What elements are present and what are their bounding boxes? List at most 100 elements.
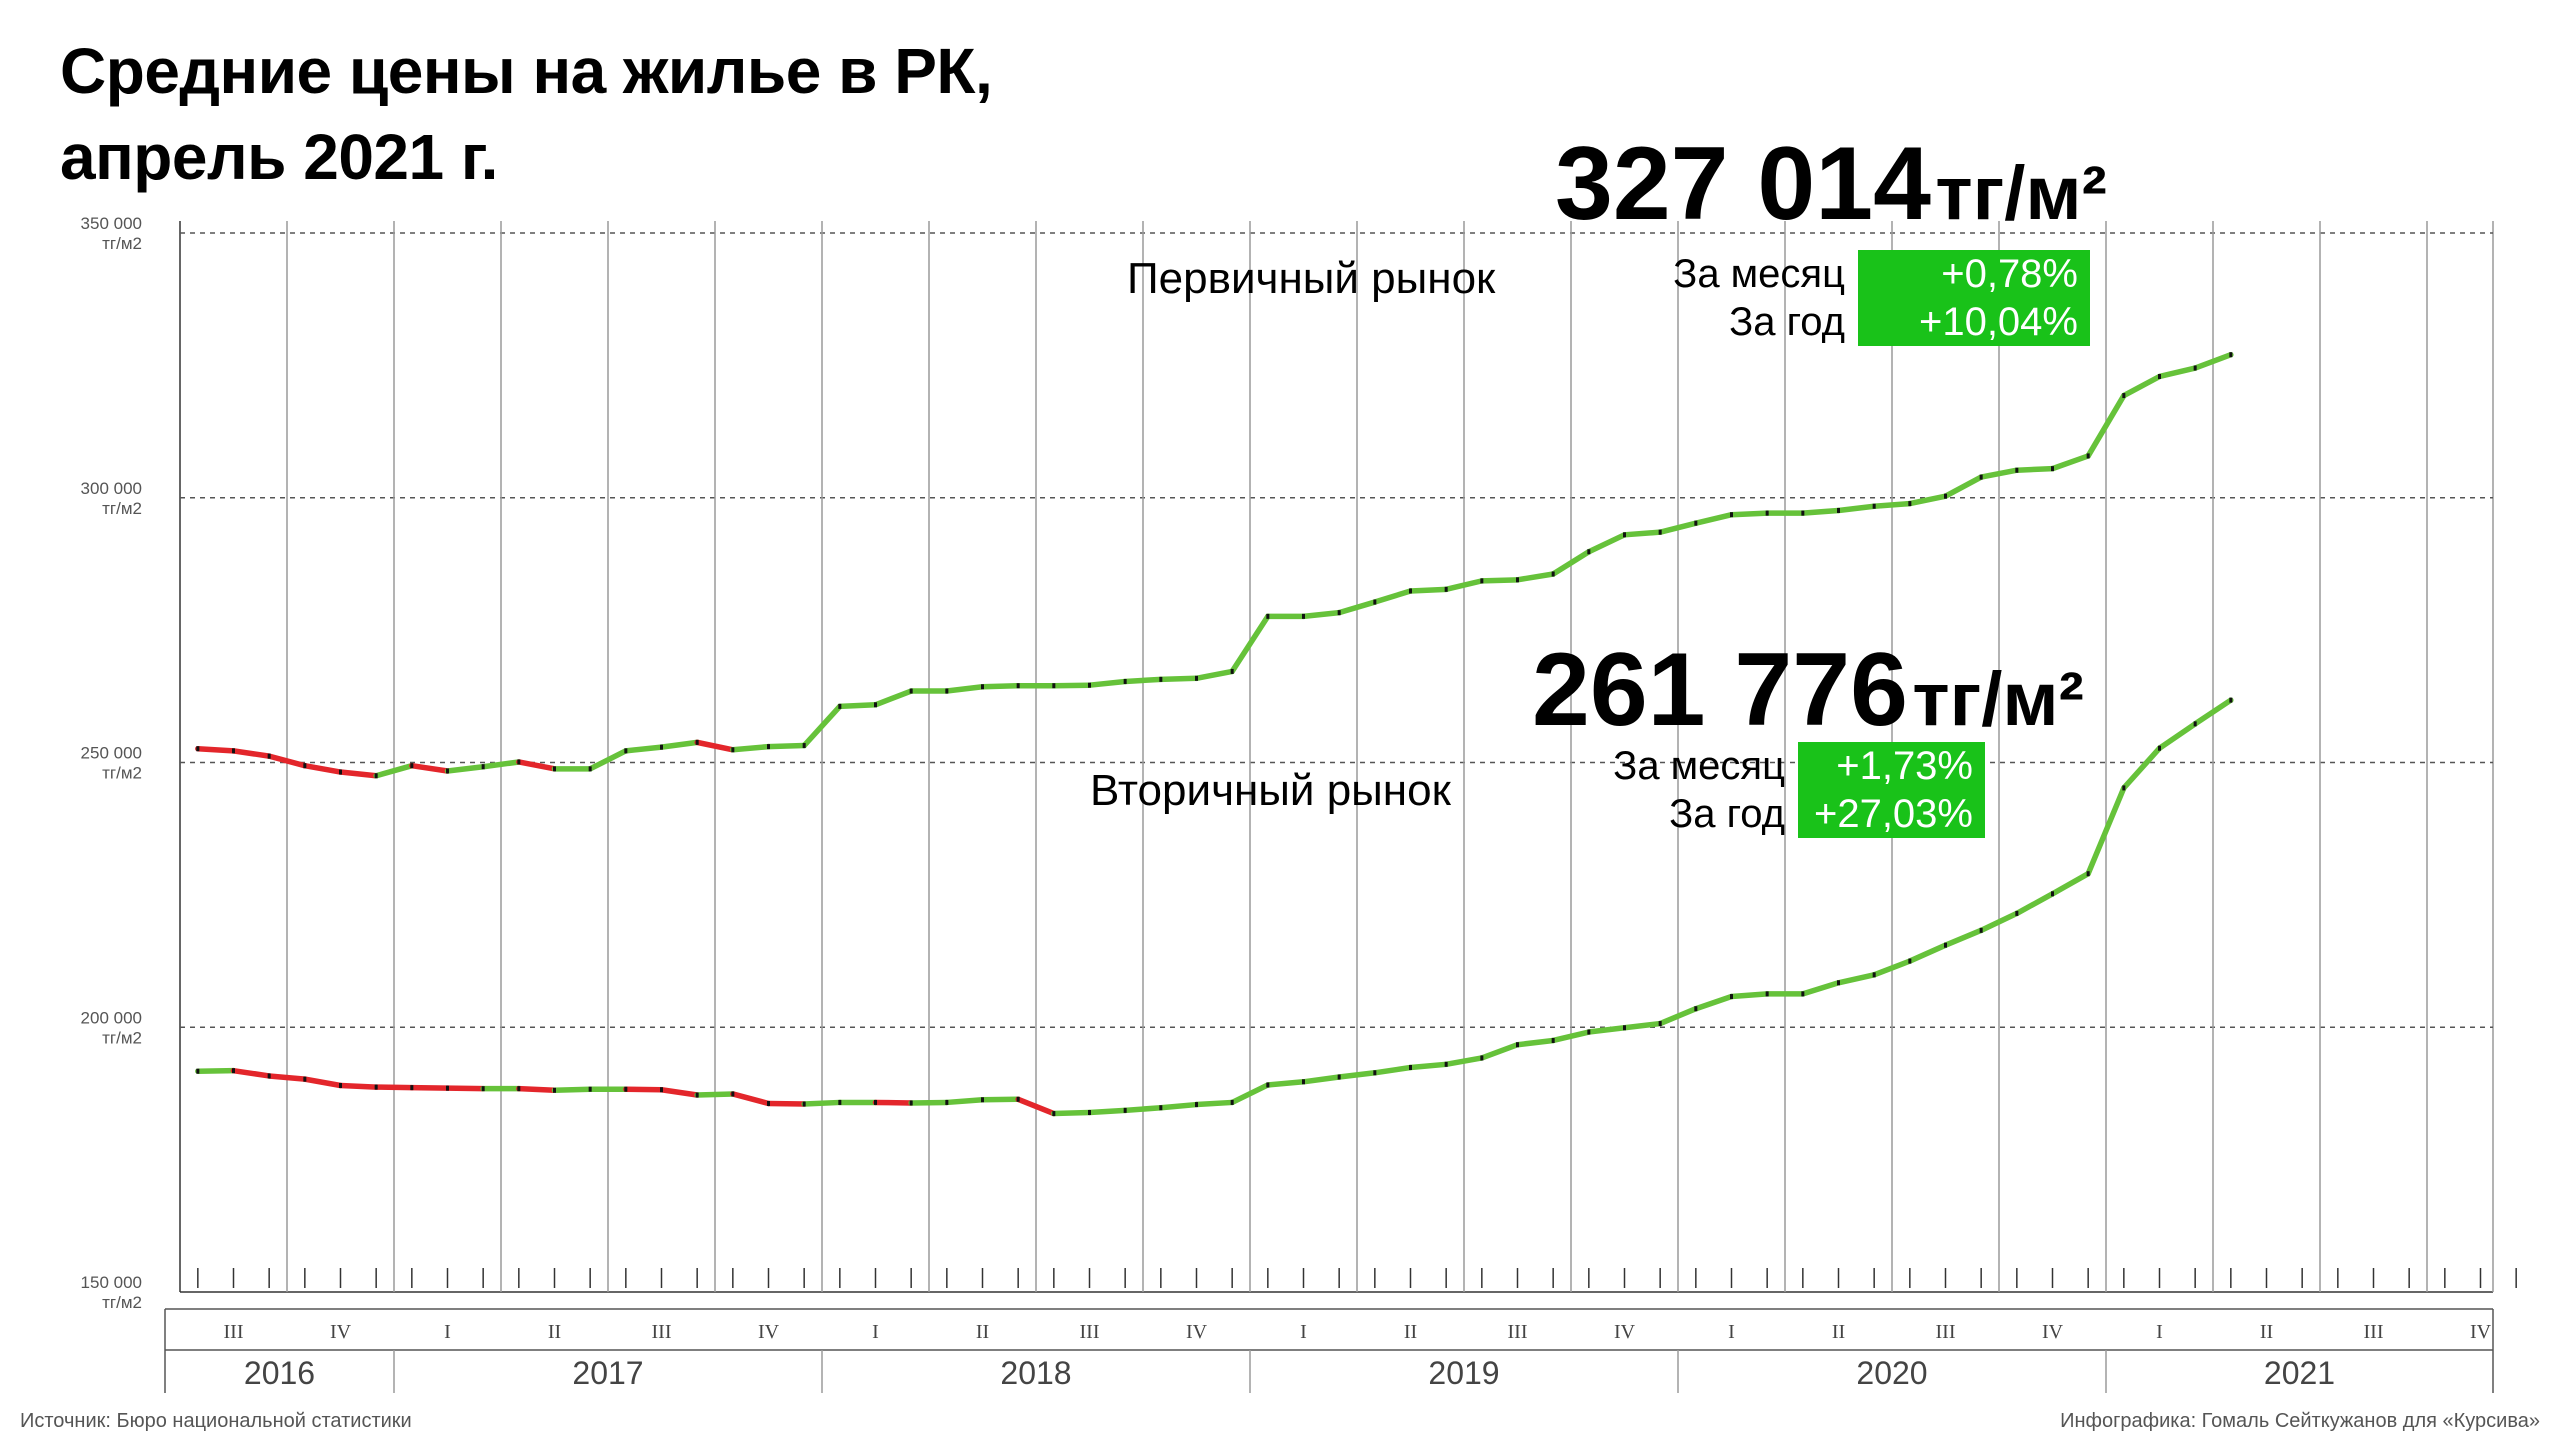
series-1-segment (1193, 668, 1235, 682)
series-1-point (1409, 588, 1412, 594)
year-label: 2018 (1000, 1355, 1071, 1391)
series-1-point (1266, 613, 1270, 619)
series-2-segment (1015, 1096, 1057, 1117)
series-1-segment (1443, 578, 1485, 593)
title-line-1: Средние цены на жилье в РК, (60, 35, 993, 107)
series-1-segment (1336, 599, 1378, 616)
series-1-segment (1122, 676, 1164, 685)
secondary-value: 261 776 тг/м² (1532, 638, 2084, 742)
series-2-segment (409, 1084, 451, 1091)
series-1-point (1123, 678, 1127, 684)
series-1-point (1444, 586, 1448, 592)
series-2-segment (2156, 721, 2198, 751)
y-tick-label: 150 000 (81, 1273, 142, 1292)
series-1-point (1159, 676, 1163, 682)
secondary-month-label: За месяц (1613, 743, 1785, 788)
quarter-label: II (976, 1321, 989, 1343)
series-1-point (1944, 493, 1947, 499)
series-2-segment (1086, 1107, 1128, 1116)
series-2-point (767, 1100, 770, 1106)
year-label: 2020 (1856, 1355, 1927, 1391)
title-line-2: апрель 2021 г. (60, 121, 498, 193)
series-1-segment (1835, 503, 1877, 514)
series-1-point (1516, 577, 1519, 583)
secondary-market-label: Вторичный рынок (1090, 766, 1451, 815)
series-1-segment (1728, 510, 1770, 518)
source-note: Источник: Бюро национальной статистики (20, 1410, 412, 1432)
series-1-point (588, 766, 592, 772)
series-1-segment (444, 763, 486, 774)
series-1-segment (2192, 351, 2234, 371)
series-1-point (1694, 520, 1698, 526)
series-1-segment (1407, 586, 1449, 594)
series-2-point (267, 1073, 271, 1079)
series-1-segment (872, 688, 914, 708)
series-1-segment (730, 743, 772, 753)
quarter-label: IV (2470, 1321, 2492, 1343)
series-1-segment (480, 759, 522, 770)
series-1-point (267, 753, 271, 759)
series-2-segment (1122, 1104, 1164, 1114)
quarter-label: I (1300, 1321, 1307, 1343)
series-1-point (1088, 682, 1091, 688)
series-1-point (339, 769, 342, 775)
series-1-point (1302, 613, 1305, 619)
series-2-point (2229, 697, 2233, 703)
series-2-point (1872, 972, 1876, 978)
series-1-segment (1657, 520, 1699, 535)
series-2-point (196, 1068, 200, 1074)
series-2-segment (2121, 745, 2163, 791)
series-2-segment (516, 1085, 558, 1094)
series-1-segment (801, 703, 843, 749)
series-2-segment (1835, 972, 1877, 986)
series-2-point (802, 1101, 806, 1107)
series-2-segment (302, 1076, 344, 1089)
series-2-point (981, 1097, 984, 1103)
series-1-point (1801, 510, 1805, 516)
series-2-point (1373, 1070, 1377, 1076)
series-2-point (1088, 1109, 1091, 1115)
series-1-segment (837, 702, 879, 710)
series-1-point (2193, 365, 2197, 371)
series-1-point (1195, 675, 1198, 681)
series-1-point (2015, 467, 2019, 473)
quarter-label: II (548, 1321, 561, 1343)
series-1-point (624, 748, 628, 754)
series-1-point (2122, 393, 2126, 399)
series-1-point (553, 766, 556, 772)
series-2-point (1587, 1029, 1591, 1035)
series-2-point (1409, 1064, 1412, 1070)
series-1-segment (1229, 613, 1271, 675)
series-1-segment (623, 744, 665, 754)
series-2-segment (1443, 1055, 1485, 1068)
y-tick-label: 200 000 (81, 1008, 142, 1027)
series-2-point (838, 1099, 842, 1105)
primary-year-badge: +10,04% (1858, 298, 2090, 346)
series-1-segment (2085, 392, 2127, 459)
series-1-point (517, 759, 521, 765)
series-1-segment (1550, 549, 1592, 577)
series-2-segment (872, 1099, 914, 1106)
series-1-segment (516, 759, 558, 772)
series-1-segment (1514, 571, 1556, 583)
series-2-point (624, 1086, 628, 1092)
series-1-point (232, 748, 235, 754)
series-1-point (838, 703, 842, 709)
series-1-point (1872, 503, 1876, 509)
secondary-year-badge: +27,03% (1798, 790, 1985, 838)
y-unit-label: тг/м2 (102, 764, 142, 783)
primary-value-number: 327 014 (1555, 126, 1931, 242)
series-2-segment (1978, 910, 2020, 934)
year-label: 2021 (2264, 1355, 2335, 1391)
quarter-label: II (2260, 1321, 2273, 1343)
series-2-point (1195, 1102, 1198, 1108)
series-1-segment (1871, 500, 1913, 509)
series-2-segment (2049, 870, 2091, 897)
series-1-point (2229, 352, 2233, 358)
series-2-point (1266, 1082, 1270, 1088)
series-2-point (1337, 1074, 1341, 1080)
series-1-point (1979, 474, 1983, 480)
y-unit-label: тг/м2 (102, 499, 142, 518)
series-1-segment (1372, 588, 1414, 605)
series-2-point (1908, 958, 1912, 964)
